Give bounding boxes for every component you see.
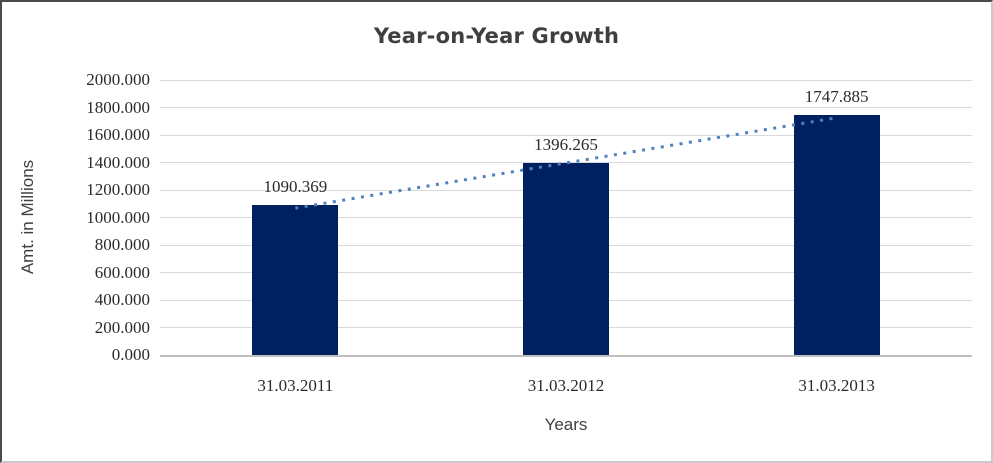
bar-value-label: 1396.265 (534, 135, 598, 154)
x-axis-line (160, 355, 972, 357)
x-tick-label: 31.03.2012 (527, 376, 605, 395)
major-gridline (160, 107, 972, 108)
y-tick-label: 1400.000 (86, 152, 150, 172)
bar-value-label: 1090.369 (263, 177, 328, 197)
y-tick-label: 1800.000 (86, 97, 150, 117)
bar-31.03.2012 (523, 163, 609, 355)
x-tick-label: 31.03.2011 (257, 376, 334, 395)
y-tick-label: 400.000 (94, 290, 150, 309)
x-axis-title: Years (544, 415, 588, 434)
y-tick-label: 0.000 (111, 345, 150, 364)
chart-title: Year-on-Year Growth (373, 24, 620, 48)
bar-31.03.2011 (252, 205, 339, 355)
major-gridline (160, 79, 972, 81)
y-tick-label: 1000.000 (86, 207, 150, 227)
y-tick-label: 1600.000 (86, 125, 150, 144)
x-tick-label: 31.03.2013 (798, 376, 875, 395)
y-tick-label: 600.000 (94, 262, 150, 282)
y-tick-label: 200.000 (94, 317, 150, 337)
y-tick-label: 800.000 (94, 235, 150, 254)
bar-31.03.2013 (793, 114, 880, 355)
y-tick-label: 2000.000 (86, 70, 150, 89)
y-tick-label: 1200.000 (86, 180, 150, 199)
bar-value-label: 1747.885 (804, 86, 869, 106)
